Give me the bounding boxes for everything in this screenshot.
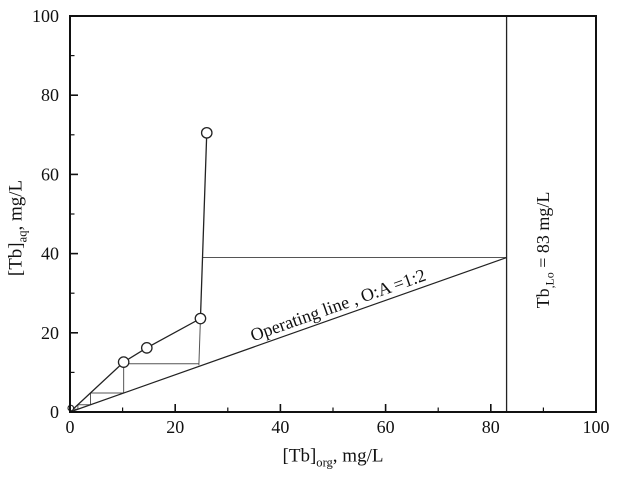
x-tick-label: 100 — [583, 417, 610, 437]
x-tick-label: 80 — [482, 417, 500, 437]
label-subscript: aq — [15, 230, 30, 243]
y-tick-label: 60 — [41, 164, 59, 184]
label-text: , mg/L — [332, 445, 384, 467]
label-text: [Tb] — [5, 242, 27, 277]
data-point-marker — [194, 312, 207, 325]
data-point-marker — [117, 356, 130, 368]
y-axis-label: [Tb]aq, mg/L — [5, 179, 30, 277]
y-tick-label: 0 — [50, 402, 59, 422]
data-point-marker — [200, 126, 213, 139]
label-subscript: ,Lo — [542, 271, 557, 289]
label-text: Tb — [533, 288, 554, 309]
x-tick-label: 0 — [66, 417, 75, 437]
x-axis-label: [Tb]org, mg/L — [282, 445, 384, 470]
y-tick-label: 100 — [32, 6, 59, 26]
label-text: , mg/L — [5, 179, 27, 231]
y-tick-label: 80 — [41, 85, 59, 105]
y-tick-label: 20 — [41, 323, 59, 343]
data-point-marker — [140, 341, 153, 354]
label-text: = 83 mg/L — [533, 191, 554, 272]
equilibrium-isotherm — [69, 132, 208, 413]
loading-capacity-label: Tb,Lo = 83 mg/L — [533, 191, 557, 309]
operating-line — [69, 256, 507, 413]
x-tick-label: 60 — [377, 417, 395, 437]
label-text: [Tb] — [282, 445, 317, 467]
staircase-step-line — [198, 318, 201, 366]
y-tick-label: 40 — [41, 244, 59, 264]
x-tick-label: 20 — [166, 417, 184, 437]
x-tick-label: 40 — [271, 417, 289, 437]
label-subscript: org — [316, 455, 333, 470]
